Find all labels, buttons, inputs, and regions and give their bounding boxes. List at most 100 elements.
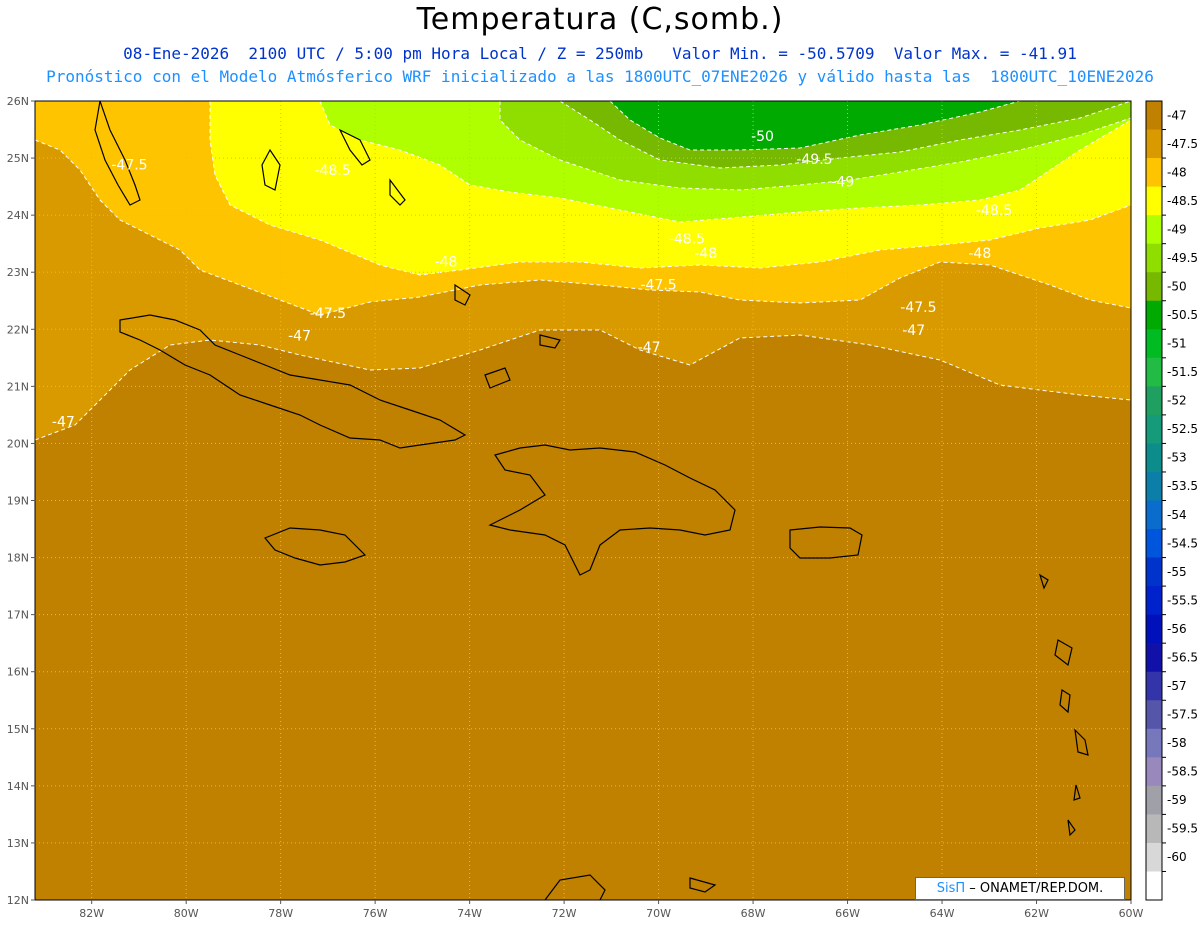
contour-label: -48 <box>968 246 991 262</box>
colorbar-swatch <box>1146 243 1162 273</box>
contour-label: -48.5 <box>669 232 705 248</box>
colorbar-label: -56.5 <box>1167 650 1198 664</box>
colorbar-label: -54.5 <box>1167 536 1198 550</box>
contour-label: -47 <box>638 340 661 356</box>
andros-island <box>261 148 281 191</box>
colorbar-label: -59.5 <box>1167 822 1198 836</box>
colorbar-swatch <box>1146 129 1162 159</box>
colorbar-label: -52 <box>1167 394 1187 408</box>
contour-label: -48 <box>435 255 458 271</box>
contour-label: -47 <box>288 329 311 345</box>
lat-tick-label: 13N <box>7 837 29 850</box>
lon-tick-label: 74W <box>457 907 482 920</box>
lat-tick-label: 26N <box>7 95 29 108</box>
lat-tick-label: 14N <box>7 780 29 793</box>
contour-label: -47.5 <box>900 300 936 316</box>
colorbar-swatch <box>1146 785 1162 815</box>
credit-box: SisΠ – ONAMET/REP.DOM. <box>915 877 1125 900</box>
lat-tick-label: 24N <box>7 209 29 222</box>
colorbar-swatch <box>1146 671 1162 701</box>
contour-labels: -47.5 -48.5-50-49.5-49-48.5-48.5-48 -48-48… <box>52 129 1012 430</box>
colorbar-swatch <box>1146 300 1162 330</box>
contour-label: -47.5 <box>310 306 346 322</box>
temperature-map: -47.5 -48.5-50-49.5-49-48.5-48.5-48 -48-48… <box>7 95 1198 920</box>
colorbar-label: -50 <box>1167 279 1187 293</box>
lat-lon-grid <box>35 101 1131 900</box>
colorbar-swatch <box>1146 871 1162 901</box>
colorbar-label: -47.5 <box>1167 137 1198 151</box>
contour-label: -48.5 <box>315 163 351 179</box>
colorbar-label: -53.5 <box>1167 479 1198 493</box>
lon-tick-label: 82W <box>79 907 104 920</box>
colorbar-label: -48 <box>1167 165 1187 179</box>
shaded-field <box>35 101 1131 900</box>
lat-tick-label: 17N <box>7 609 29 622</box>
turks-caicos <box>539 334 561 349</box>
lon-tick-label: 68W <box>741 907 766 920</box>
colorbar-label: -57.5 <box>1167 708 1198 722</box>
forecast-time-line: 08-Ene-2026 2100 UTC / 5:00 pm Hora Loca… <box>123 44 1077 63</box>
colorbar-swatch <box>1146 357 1162 387</box>
colorbar-label: -59 <box>1167 793 1187 807</box>
contour-label: -48 <box>694 246 717 262</box>
band-50 <box>610 101 1020 150</box>
colorbar-label: -58.5 <box>1167 765 1198 779</box>
colorbar-swatch <box>1146 500 1162 530</box>
colorbar-label: -50.5 <box>1167 308 1198 322</box>
lat-tick-label: 21N <box>7 380 29 393</box>
map-title: Temperatura (C,somb.) <box>416 2 784 37</box>
latitude-axis: 12N 13N 14N 15N 16N 17N 18N 19N 20N 21N 22N 23N 24N 2… <box>7 95 35 907</box>
cuba-coast <box>119 314 467 449</box>
colorbar-swatch <box>1146 814 1162 844</box>
contour-label: -47.5 <box>640 277 676 293</box>
contour-label: -48.5 <box>976 203 1012 219</box>
colorbar-swatch <box>1146 614 1162 644</box>
lon-tick-label: 70W <box>646 907 671 920</box>
lat-tick-label: 22N <box>7 323 29 336</box>
colorbar-swatch <box>1146 643 1162 673</box>
colorbar-swatch <box>1146 329 1162 359</box>
lat-tick-label: 25N <box>7 152 29 165</box>
colorbar-swatch <box>1146 557 1162 587</box>
colorbar-label: -47 <box>1167 108 1187 122</box>
colorbar-label: -49 <box>1167 222 1187 236</box>
lesser-antilles-6 <box>1067 819 1076 837</box>
colorbar-label: -49.5 <box>1167 251 1198 265</box>
contour-label: -50 <box>751 129 774 145</box>
colorbar-label: -56 <box>1167 622 1187 636</box>
lon-tick-label: 76W <box>363 907 388 920</box>
contour-lines <box>35 101 1131 441</box>
colorbar-swatch <box>1146 414 1162 444</box>
colorbar-swatch <box>1146 529 1162 559</box>
colorbar-label: -57 <box>1167 679 1187 693</box>
lat-tick-label: 20N <box>7 437 29 450</box>
lon-tick-label: 64W <box>930 907 955 920</box>
model-info-line: Pronóstico con el Modelo Atmósferico WRF… <box>46 67 1154 86</box>
colorbar-label: -54 <box>1167 508 1187 522</box>
colorbar-swatch <box>1146 471 1162 501</box>
lat-tick-label: 16N <box>7 666 29 679</box>
venezuela-coast <box>544 874 606 900</box>
colorbar-label: -52.5 <box>1167 422 1198 436</box>
sispi-logo: SisΠ <box>936 881 966 896</box>
contour-label: -47.5 <box>111 157 147 173</box>
colorbar-label: -48.5 <box>1167 194 1198 208</box>
colorbar-swatch <box>1146 101 1162 131</box>
inagua <box>484 367 511 389</box>
contour-label: -49 <box>831 175 854 191</box>
lesser-antilles-3 <box>1059 688 1071 714</box>
colorbar-swatch <box>1146 757 1162 787</box>
bahamas-island-3 <box>454 283 471 306</box>
colorbar-swatch <box>1146 272 1162 302</box>
colorbar-swatch <box>1146 586 1162 616</box>
florida-coast <box>94 101 141 206</box>
lesser-antilles-5 <box>1073 784 1081 801</box>
lon-tick-label: 66W <box>835 907 860 920</box>
lesser-antilles-4 <box>1074 728 1089 756</box>
colorbar-label: -58 <box>1167 736 1187 750</box>
lat-tick-label: 19N <box>7 495 29 508</box>
lat-tick-label: 12N <box>7 894 29 907</box>
colorbar-label: -53 <box>1167 451 1187 465</box>
lat-tick-label: 23N <box>7 266 29 279</box>
colorbar: -47 -47.5 -48 -48.5 -49 -49.5 -50 -50.5 -51 -51.5… <box>1145 100 1198 901</box>
